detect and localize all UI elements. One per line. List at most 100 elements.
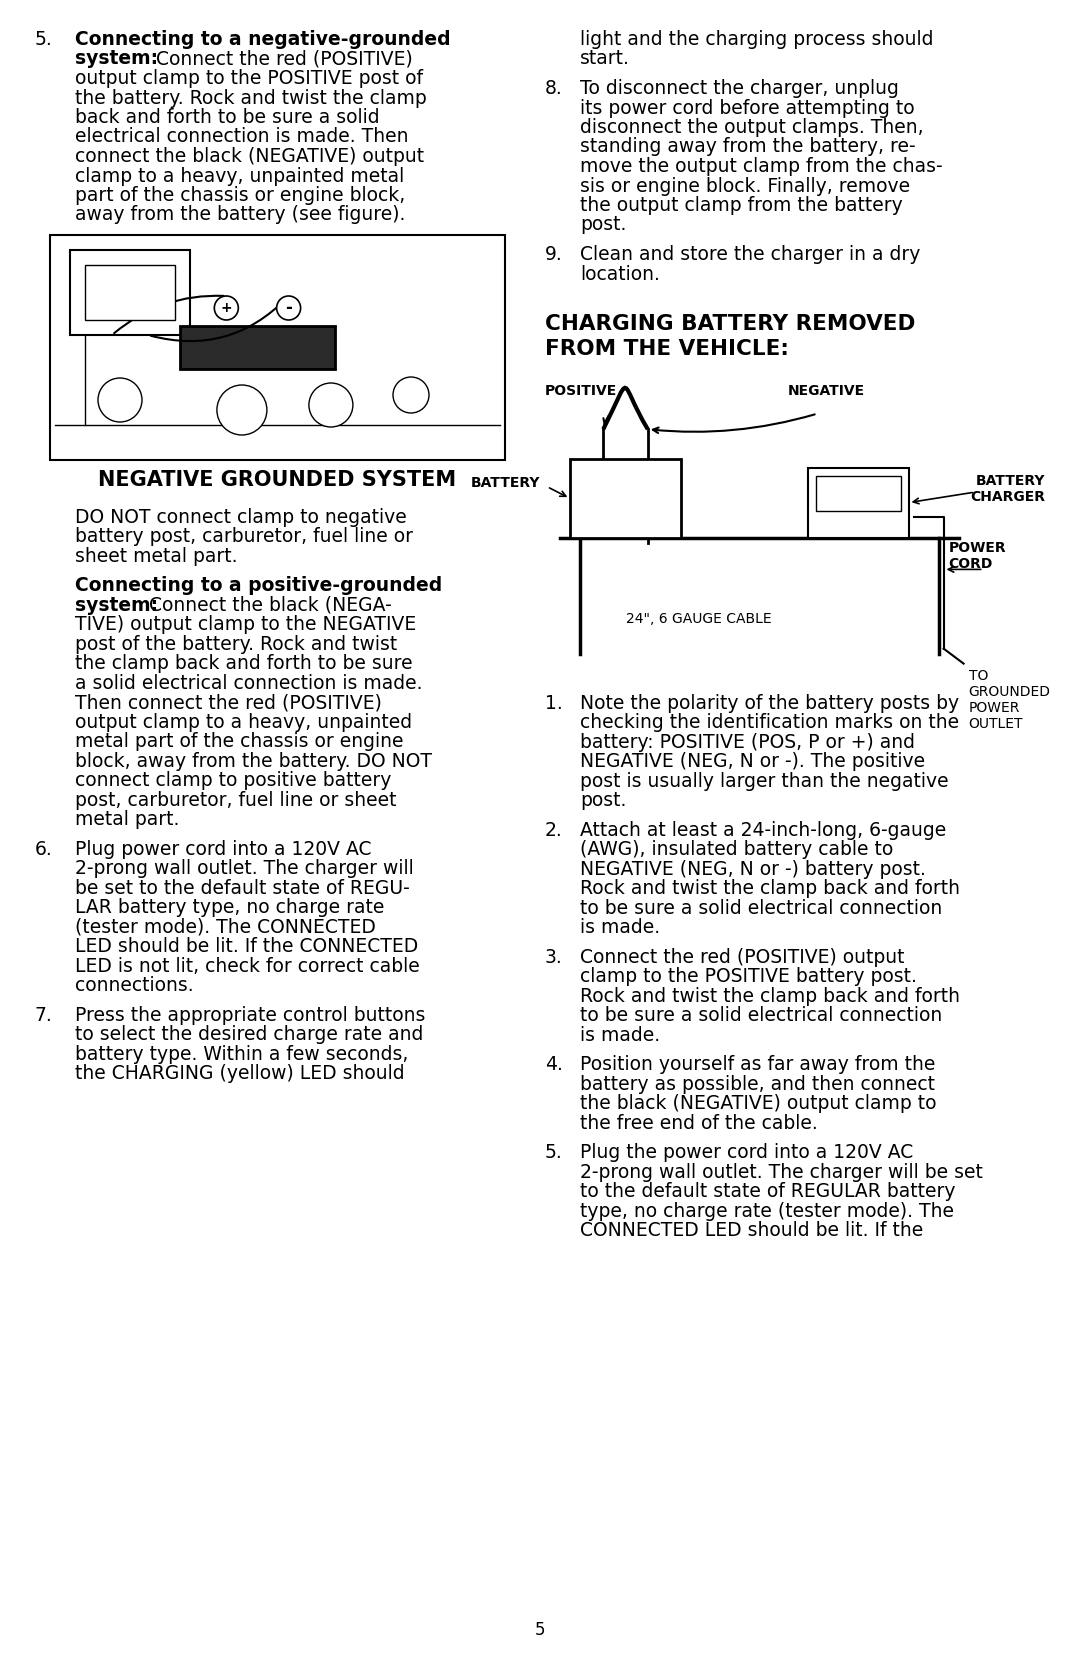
- Text: the free end of the cable.: the free end of the cable.: [580, 1113, 818, 1133]
- Text: its power cord before attempting to: its power cord before attempting to: [580, 98, 915, 117]
- Text: Plug power cord into a 120V AC: Plug power cord into a 120V AC: [75, 840, 372, 858]
- Text: TO
GROUNDED
POWER
OUTLET: TO GROUNDED POWER OUTLET: [969, 669, 1051, 731]
- Text: the battery. Rock and twist the clamp: the battery. Rock and twist the clamp: [75, 88, 427, 107]
- Text: 3.: 3.: [545, 948, 563, 966]
- Text: 1.: 1.: [545, 694, 563, 713]
- Text: Press the appropriate control buttons: Press the appropriate control buttons: [75, 1005, 426, 1025]
- Circle shape: [98, 377, 141, 422]
- Text: the black (NEGATIVE) output clamp to: the black (NEGATIVE) output clamp to: [580, 1095, 936, 1113]
- Text: LED is not lit, check for correct cable: LED is not lit, check for correct cable: [75, 956, 420, 975]
- Text: Connecting to a negative-grounded: Connecting to a negative-grounded: [75, 30, 450, 48]
- Text: LED should be lit. If the CONNECTED: LED should be lit. If the CONNECTED: [75, 936, 418, 956]
- Text: 8.: 8.: [545, 78, 563, 98]
- Text: clamp to a heavy, unpainted metal: clamp to a heavy, unpainted metal: [75, 167, 404, 185]
- Text: post of the battery. Rock and twist: post of the battery. Rock and twist: [75, 634, 397, 654]
- Text: the output clamp from the battery: the output clamp from the battery: [580, 195, 903, 215]
- Text: 24", 6 GAUGE CABLE: 24", 6 GAUGE CABLE: [626, 611, 771, 626]
- Text: battery: POSITIVE (POS, P or +) and: battery: POSITIVE (POS, P or +) and: [580, 733, 915, 751]
- Text: NEGATIVE: NEGATIVE: [787, 384, 864, 397]
- Text: TIVE) output clamp to the NEGATIVE: TIVE) output clamp to the NEGATIVE: [75, 614, 416, 634]
- Text: 4.: 4.: [545, 1055, 563, 1075]
- Bar: [179, 325, 336, 369]
- Text: BATTERY: BATTERY: [471, 476, 540, 489]
- Text: 2-prong wall outlet. The charger will: 2-prong wall outlet. The charger will: [75, 860, 414, 878]
- Text: Clean and store the charger in a dry: Clean and store the charger in a dry: [580, 245, 920, 264]
- Text: Rock and twist the clamp back and forth: Rock and twist the clamp back and forth: [580, 986, 960, 1006]
- Text: NEGATIVE (NEG, N or -) battery post.: NEGATIVE (NEG, N or -) battery post.: [580, 860, 926, 878]
- Bar: [570, 459, 681, 537]
- Text: output clamp to a heavy, unpainted: output clamp to a heavy, unpainted: [75, 713, 413, 731]
- Text: (AWG), insulated battery cable to: (AWG), insulated battery cable to: [580, 840, 893, 860]
- Text: is made.: is made.: [580, 1025, 660, 1045]
- Text: be set to the default state of REGU-: be set to the default state of REGU-: [75, 878, 409, 898]
- Text: system:: system:: [75, 596, 158, 614]
- Text: Plug the power cord into a 120V AC: Plug the power cord into a 120V AC: [580, 1143, 914, 1162]
- Text: the clamp back and forth to be sure: the clamp back and forth to be sure: [75, 654, 413, 673]
- Text: -: -: [285, 299, 292, 317]
- Text: standing away from the battery, re-: standing away from the battery, re-: [580, 137, 916, 157]
- Text: connect clamp to positive battery: connect clamp to positive battery: [75, 771, 391, 789]
- Text: post.: post.: [580, 215, 626, 235]
- Text: is made.: is made.: [580, 918, 660, 936]
- Text: back and forth to be sure a solid: back and forth to be sure a solid: [75, 108, 380, 127]
- Text: type, no charge rate (tester mode). The: type, no charge rate (tester mode). The: [580, 1202, 954, 1220]
- Text: FROM THE VEHICLE:: FROM THE VEHICLE:: [545, 339, 788, 359]
- Text: post, carburetor, fuel line or sheet: post, carburetor, fuel line or sheet: [75, 791, 396, 809]
- Bar: [70, 250, 190, 335]
- Text: to be sure a solid electrical connection: to be sure a solid electrical connection: [580, 1006, 942, 1025]
- Text: clamp to the POSITIVE battery post.: clamp to the POSITIVE battery post.: [580, 966, 917, 986]
- Circle shape: [217, 386, 267, 436]
- Bar: [50, 235, 505, 461]
- Text: checking the identification marks on the: checking the identification marks on the: [580, 713, 959, 733]
- Text: Position yourself as far away from the: Position yourself as far away from the: [580, 1055, 935, 1075]
- Circle shape: [214, 295, 239, 320]
- Text: sis or engine block. Finally, remove: sis or engine block. Finally, remove: [580, 177, 910, 195]
- Text: 2-prong wall outlet. The charger will be set: 2-prong wall outlet. The charger will be…: [580, 1163, 983, 1182]
- Text: 6.: 6.: [35, 840, 53, 858]
- Text: 9.: 9.: [545, 245, 563, 264]
- Text: 5: 5: [535, 1621, 545, 1639]
- Bar: [815, 476, 901, 511]
- Circle shape: [309, 382, 353, 427]
- Text: electrical connection is made. Then: electrical connection is made. Then: [75, 127, 408, 147]
- Text: Connect the red (POSITIVE) output: Connect the red (POSITIVE) output: [580, 948, 905, 966]
- Text: Note the polarity of the battery posts by: Note the polarity of the battery posts b…: [580, 694, 959, 713]
- Text: POWER
CORD: POWER CORD: [948, 541, 1007, 571]
- Text: battery post, carburetor, fuel line or: battery post, carburetor, fuel line or: [75, 527, 413, 546]
- Text: output clamp to the POSITIVE post of: output clamp to the POSITIVE post of: [75, 68, 423, 88]
- Text: Attach at least a 24-inch-long, 6-gauge: Attach at least a 24-inch-long, 6-gauge: [580, 821, 946, 840]
- Text: to the default state of REGULAR battery: to the default state of REGULAR battery: [580, 1182, 956, 1202]
- Text: post.: post.: [580, 791, 626, 809]
- Bar: [85, 265, 175, 320]
- Text: post is usually larger than the negative: post is usually larger than the negative: [580, 771, 948, 791]
- Text: sheet metal part.: sheet metal part.: [75, 546, 238, 566]
- Text: start.: start.: [580, 50, 630, 68]
- Text: away from the battery (see figure).: away from the battery (see figure).: [75, 205, 405, 225]
- Bar: [808, 467, 908, 537]
- Text: CHARGING BATTERY REMOVED: CHARGING BATTERY REMOVED: [545, 314, 916, 334]
- Text: +: +: [220, 300, 232, 315]
- Text: CONNECTED LED should be lit. If the: CONNECTED LED should be lit. If the: [580, 1222, 923, 1240]
- Text: 5.: 5.: [545, 1143, 563, 1162]
- Text: NEGATIVE (NEG, N or -). The positive: NEGATIVE (NEG, N or -). The positive: [580, 753, 926, 771]
- Text: block, away from the battery. DO NOT: block, away from the battery. DO NOT: [75, 751, 432, 771]
- Text: a solid electrical connection is made.: a solid electrical connection is made.: [75, 674, 422, 693]
- Circle shape: [393, 377, 429, 412]
- Text: BATTERY
CHARGER: BATTERY CHARGER: [970, 474, 1045, 504]
- Text: the CHARGING (yellow) LED should: the CHARGING (yellow) LED should: [75, 1065, 405, 1083]
- Text: part of the chassis or engine block,: part of the chassis or engine block,: [75, 185, 405, 205]
- Text: connect the black (NEGATIVE) output: connect the black (NEGATIVE) output: [75, 147, 424, 165]
- Text: 5.: 5.: [35, 30, 53, 48]
- Text: battery type. Within a few seconds,: battery type. Within a few seconds,: [75, 1045, 408, 1063]
- Text: Then connect the red (POSITIVE): Then connect the red (POSITIVE): [75, 693, 382, 713]
- Text: metal part of the chassis or engine: metal part of the chassis or engine: [75, 733, 404, 751]
- Text: battery as possible, and then connect: battery as possible, and then connect: [580, 1075, 935, 1093]
- Text: 2.: 2.: [545, 821, 563, 840]
- Text: metal part.: metal part.: [75, 809, 179, 829]
- Text: location.: location.: [580, 264, 660, 284]
- Text: Connect the black (NEGA-: Connect the black (NEGA-: [143, 596, 392, 614]
- Text: 7.: 7.: [35, 1005, 53, 1025]
- Text: (tester mode). The CONNECTED: (tester mode). The CONNECTED: [75, 918, 376, 936]
- Text: light and the charging process should: light and the charging process should: [580, 30, 933, 48]
- Text: LAR battery type, no charge rate: LAR battery type, no charge rate: [75, 898, 384, 916]
